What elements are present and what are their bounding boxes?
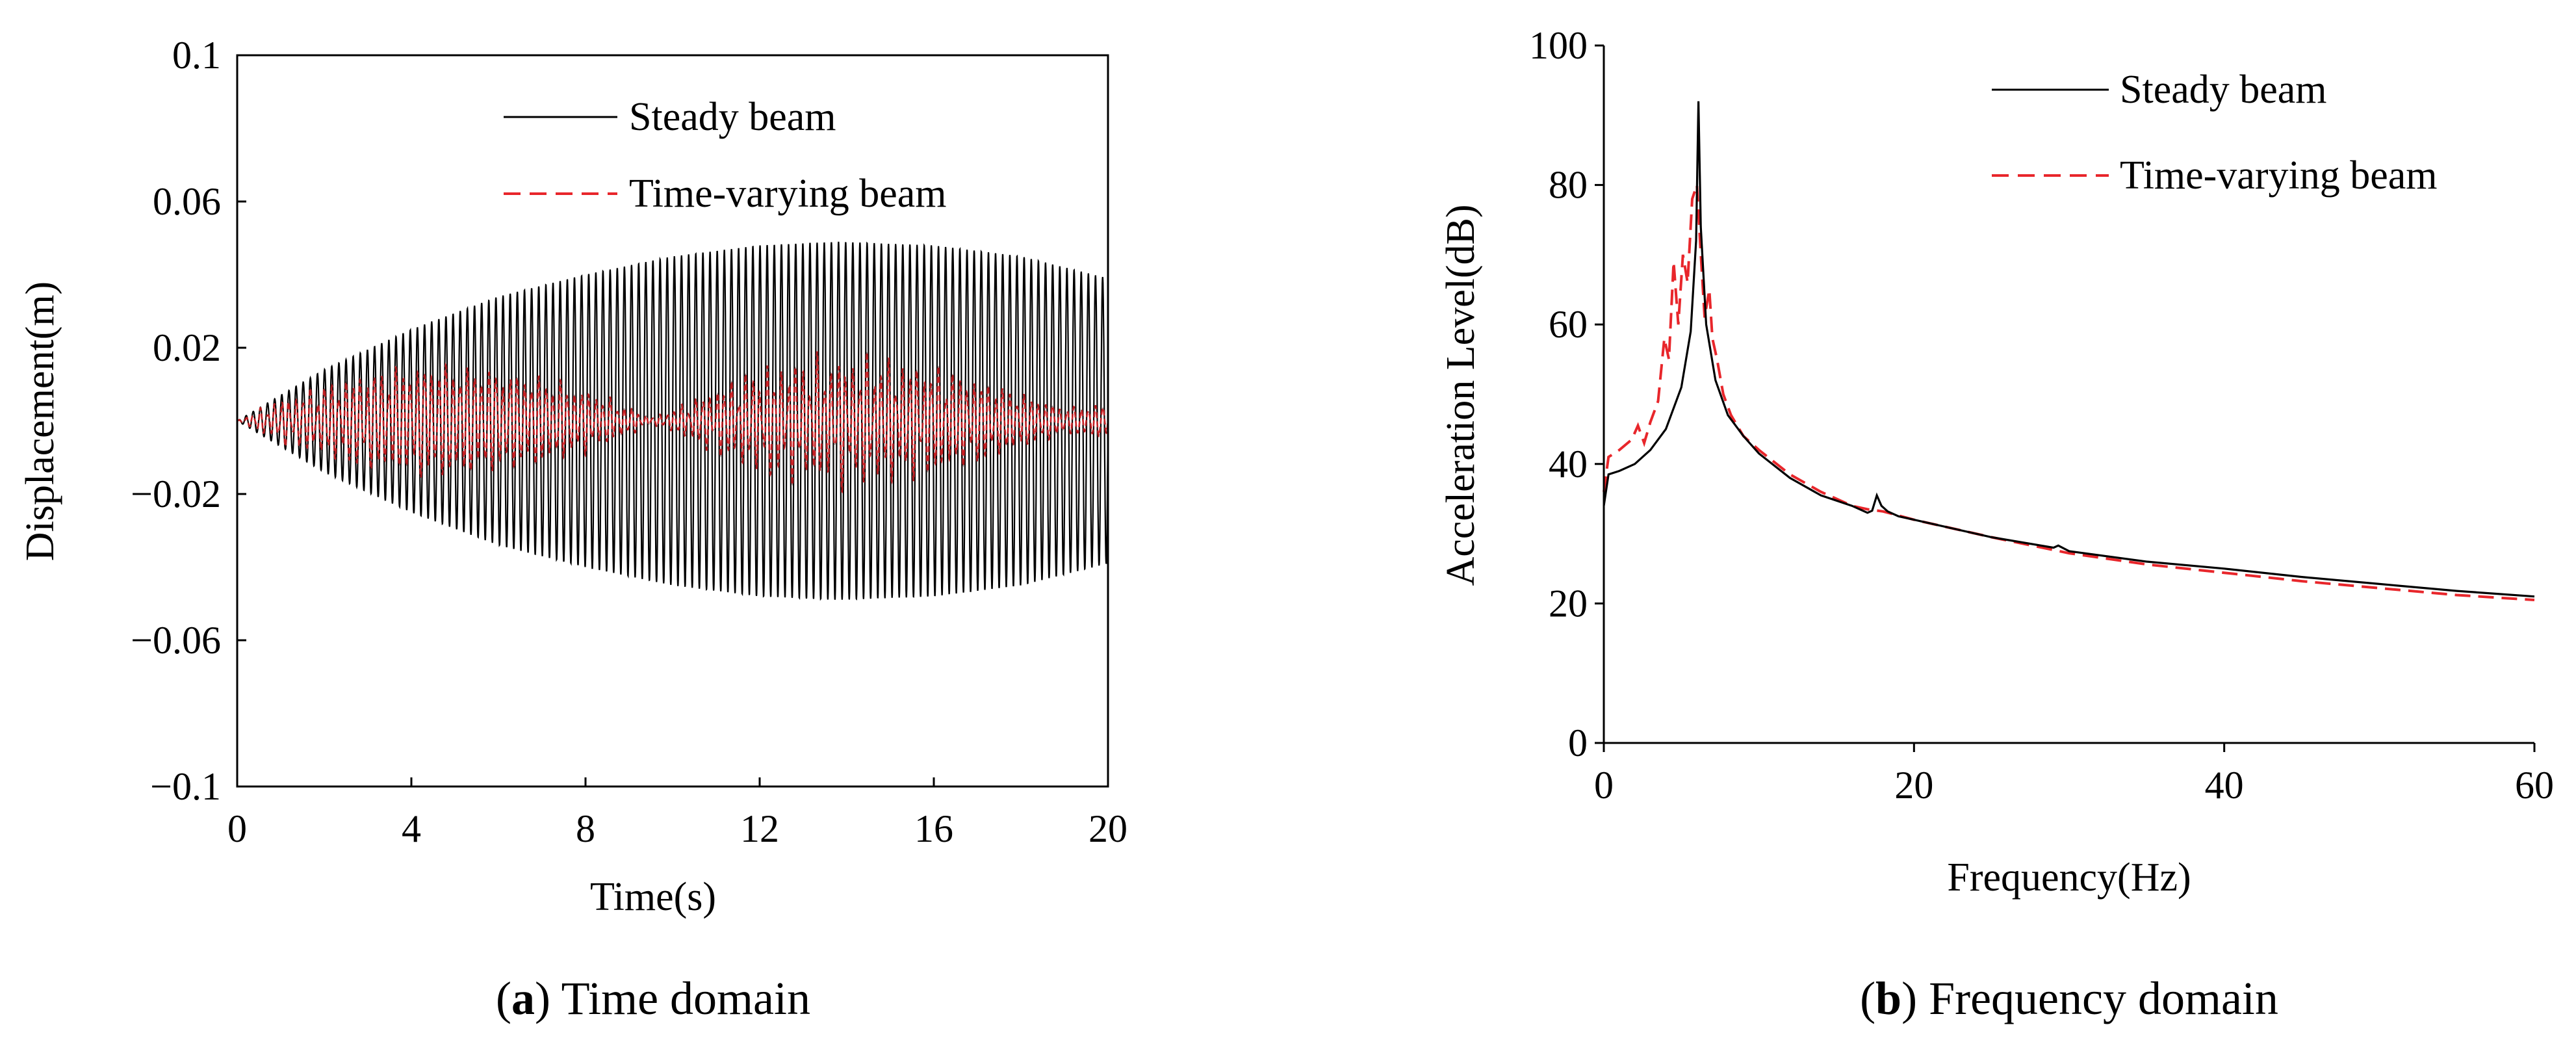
- panel-a-y-axis-label: Displacement(m): [18, 281, 62, 561]
- panel-a-time-domain: 0.1 0.06 0.02 −0.02 −0.06 −0.1 0 4 8 12 16 20 Time…: [18, 34, 1127, 1024]
- line-time-varying-beam-freq: [1603, 184, 2535, 601]
- panel-a-x-ticks: 0 4 8 12 16 20: [227, 777, 1127, 850]
- panel-b-caption-text: Frequency domain: [1917, 972, 2278, 1024]
- y-tick-label: 0.1: [172, 34, 221, 77]
- y-tick-label: 80: [1549, 164, 1588, 207]
- x-tick-label: 20: [1894, 764, 1933, 807]
- x-tick-label: 12: [740, 807, 779, 850]
- x-tick-label: 40: [2205, 764, 2244, 807]
- panel-a-x-axis-label: Time(s): [590, 875, 716, 919]
- panel-b-caption-letter: b: [1875, 972, 1901, 1024]
- series-steady-beam-freq: [1603, 101, 2535, 598]
- panel-b-y-ticks: 100 80 60 40 20 0: [1529, 24, 1604, 764]
- panel-b-x-axis-label: Frequency(Hz): [1947, 855, 2191, 900]
- series-time-varying-beam-time: [237, 351, 1109, 494]
- y-tick-label: 0.02: [153, 326, 221, 369]
- panel-a-plot-area: [236, 54, 1109, 788]
- y-tick-label: 0: [1568, 722, 1588, 764]
- x-tick-label: 8: [576, 807, 595, 850]
- panel-b-plot-area: [1603, 46, 2535, 744]
- line-steady-beam-freq: [1603, 101, 2535, 598]
- panel-b-y-axis-label: Acceleration Level(dB): [1439, 205, 1483, 586]
- panel-b-caption: (b) Frequency domain: [1860, 972, 2278, 1024]
- panel-a-y-ticks: 0.1 0.06 0.02 −0.02 −0.06 −0.1: [131, 34, 246, 808]
- y-tick-label: −0.06: [131, 619, 221, 662]
- y-tick-label: 60: [1549, 303, 1588, 346]
- x-tick-label: 0: [1594, 764, 1614, 807]
- panel-a-caption-text: Time domain: [550, 972, 810, 1024]
- panel-a-caption: (a) Time domain: [496, 972, 810, 1024]
- legend-label-steady-beam-b: Steady beam: [2120, 68, 2327, 112]
- y-tick-label: 20: [1549, 582, 1588, 625]
- legend-label-steady-beam: Steady beam: [629, 95, 836, 139]
- y-tick-label: 40: [1549, 443, 1588, 486]
- legend-label-time-varying-beam-b: Time-varying beam: [2120, 153, 2437, 198]
- panel-b-x-ticks: 0 20 40 60: [1594, 743, 2554, 807]
- panel-a-legend: Steady beam Time-varying beam: [504, 95, 946, 216]
- x-tick-label: 60: [2515, 764, 2554, 807]
- x-tick-label: 16: [914, 807, 953, 850]
- y-tick-label: 0.06: [153, 180, 221, 223]
- line-time-varying-beam-time-shade: [237, 351, 1109, 493]
- panel-b-legend: Steady beam Time-varying beam: [1992, 68, 2437, 198]
- x-tick-label: 4: [402, 807, 421, 850]
- panel-a-frame: [236, 54, 1109, 788]
- x-tick-label: 20: [1088, 807, 1127, 850]
- y-tick-label: −0.02: [131, 473, 221, 515]
- x-tick-label: 0: [227, 807, 247, 850]
- legend-label-time-varying-beam: Time-varying beam: [629, 172, 946, 216]
- y-tick-label: −0.1: [150, 765, 221, 808]
- panel-b-frequency-domain: 100 80 60 40 20 0 0 20 40 60 Frequency(Hz) Accel…: [1439, 24, 2554, 1024]
- series-time-varying-beam-freq: [1603, 184, 2535, 601]
- y-tick-label: 100: [1529, 24, 1588, 67]
- panel-a-caption-letter: a: [511, 972, 535, 1024]
